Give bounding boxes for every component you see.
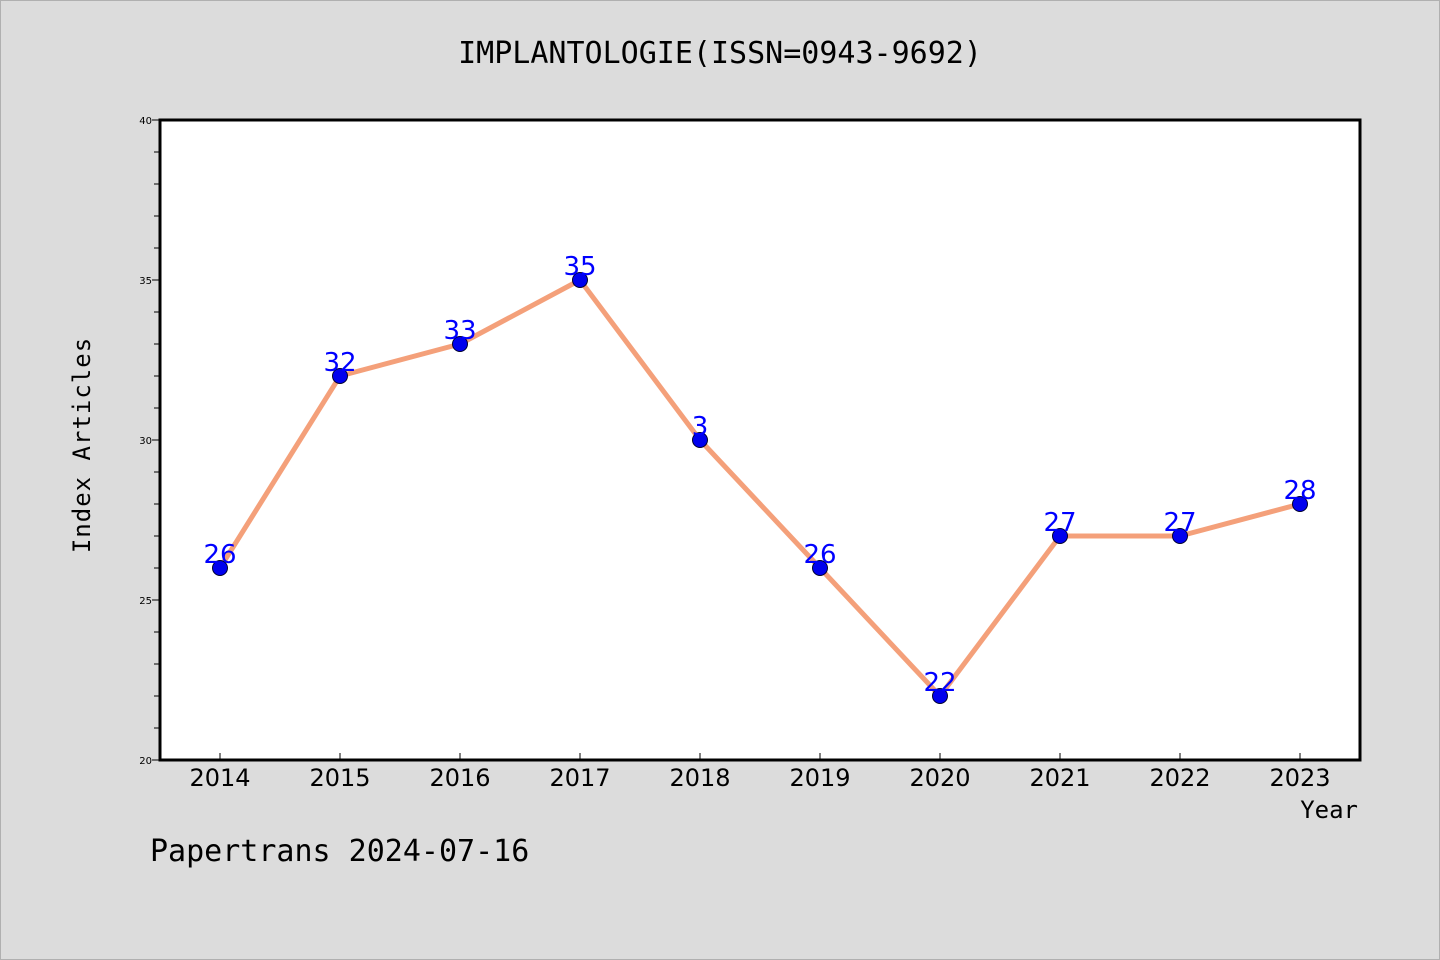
y-axis-ticks: 20 25 30 35 40	[139, 116, 160, 767]
y-axis-label: Index Articles	[68, 336, 96, 554]
x-tick-label: 2015	[309, 764, 370, 792]
data-label: 26	[803, 540, 836, 570]
data-label: 3	[692, 412, 709, 442]
footer-credit: Papertrans 2024-07-16	[150, 834, 530, 869]
data-label: 27	[1163, 508, 1196, 538]
series-line	[217, 277, 1303, 699]
x-tick-label: 2018	[669, 764, 730, 792]
y-tick-label: 35	[139, 276, 152, 287]
data-point	[1172, 528, 1188, 544]
chart-title: IMPLANTOLOGIE(ISSN=0943-9692)	[458, 36, 982, 71]
plot-area	[158, 118, 1362, 762]
data-point	[1052, 528, 1068, 544]
data-point	[212, 560, 228, 576]
data-label: 35	[563, 252, 596, 282]
x-axis-ticks: 2014 2015 2016 2017 2018 2019 2020 2021 2022 2023	[189, 753, 1331, 792]
x-tick-label: 2023	[1269, 764, 1330, 792]
data-point	[572, 272, 588, 288]
y-tick-label: 25	[139, 596, 152, 607]
data-point	[812, 560, 828, 576]
x-tick-label: 2021	[1029, 764, 1090, 792]
y-tick-label: 30	[139, 436, 152, 447]
data-label: 22	[923, 668, 956, 698]
y-tick-label: 40	[139, 116, 152, 127]
data-label: 33	[443, 316, 476, 346]
data-label: 27	[1043, 508, 1076, 538]
x-tick-label: 2022	[1149, 764, 1210, 792]
x-tick-label: 2016	[429, 764, 490, 792]
x-axis-label: Year	[1300, 796, 1358, 824]
x-tick-label: 2014	[189, 764, 250, 792]
y-tick-label: 20	[139, 756, 152, 767]
series-layer: 26 32 33 35 3 26 22 27 27 28	[203, 252, 1317, 704]
x-tick-label: 2017	[549, 764, 610, 792]
data-point	[692, 432, 708, 448]
data-point	[452, 336, 468, 352]
data-point	[1292, 496, 1308, 512]
data-point	[332, 368, 348, 384]
data-label: 26	[203, 540, 236, 570]
data-label: 32	[323, 348, 356, 378]
data-point	[932, 688, 948, 704]
x-tick-label: 2020	[909, 764, 970, 792]
data-label: 28	[1283, 476, 1316, 506]
x-tick-label: 2019	[789, 764, 850, 792]
